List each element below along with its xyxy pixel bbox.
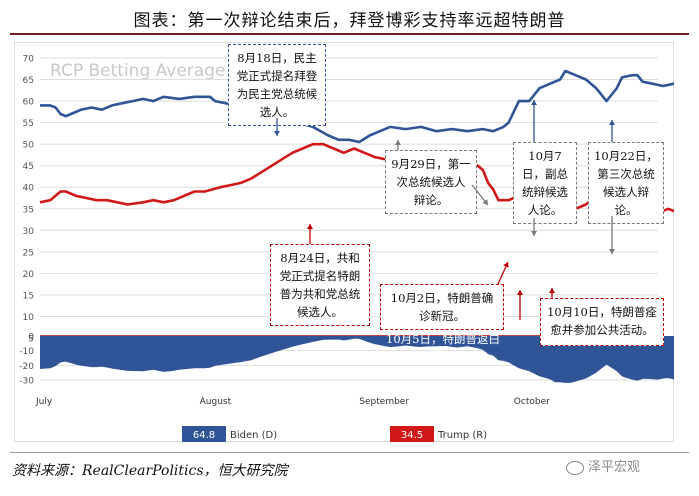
- y-tick-label: 40: [23, 184, 35, 194]
- y-tick-label: 0: [28, 333, 34, 343]
- watermark: 泽平宏观: [566, 456, 640, 475]
- y-tick-label: 35: [23, 205, 34, 215]
- y-tick-label: 20: [23, 270, 35, 280]
- legend-biden-value: 64.8: [193, 430, 215, 441]
- chart-border: [14, 42, 674, 442]
- y-tick-label: 15: [23, 291, 34, 301]
- annotation-oct22: 10月22日，第三次总统候选人辩论。: [588, 142, 664, 224]
- chart-legend: 64.8 Biden (D) 34.5 Trump (R): [182, 426, 487, 442]
- page-title: 图表：第一次辩论结束后，拜登博彩支持率远超特朗普: [133, 11, 566, 31]
- annotation-oct7: 10月7日，副总统辩候选人论。: [513, 142, 577, 224]
- y-tick-label: 50: [23, 141, 35, 151]
- legend-biden-swatch: [182, 426, 226, 442]
- y-tick-label: 5: [28, 335, 34, 345]
- y-tick-label: -30: [19, 377, 34, 387]
- wechat-icon: [566, 460, 584, 475]
- annotation-aug18: 8月18日，民主党正式提名拜登为民主党总统候选人。: [228, 44, 326, 126]
- biden-line: [40, 69, 674, 144]
- annotation-aug24: 8月24日，共和党正式提名特朗普为共和党总统候选人。: [270, 244, 370, 326]
- annotation-oct10: 10月10日，特朗普痊愈并参加公共活动。: [540, 298, 664, 346]
- y-tick-label: -10: [19, 347, 34, 357]
- x-tick-label: October: [514, 397, 550, 407]
- y-tick-label: 30: [23, 227, 35, 237]
- chart-watermark-title: RCP Betting Average: [50, 61, 225, 81]
- y-tick-label: 70: [23, 55, 35, 65]
- x-tick-label: August: [200, 397, 232, 407]
- y-tick-label: 45: [23, 162, 34, 172]
- x-tick-label: July: [35, 397, 53, 407]
- source-note: 资料来源：RealClearPolitics，恒大研究院: [12, 463, 288, 479]
- y-tick-label: 65: [23, 76, 34, 86]
- y-tick-label: 55: [23, 119, 34, 129]
- y-tick-label: -20: [19, 362, 34, 372]
- y-tick-label: 25: [23, 248, 34, 258]
- annotation-oct2: 10月2日，特朗普确诊新冠。: [380, 284, 504, 330]
- spread-area: [40, 336, 674, 383]
- legend-trump-label: Trump (R): [437, 430, 487, 441]
- y-tick-label: 10: [23, 313, 35, 323]
- bottom-rule: [10, 452, 689, 453]
- legend-trump-value: 34.5: [401, 430, 423, 441]
- y-tick-label: 60: [23, 98, 35, 108]
- x-tick-label: September: [359, 397, 409, 407]
- watermark-text: 泽平宏观: [588, 460, 641, 475]
- title-rule: [10, 33, 689, 35]
- annotation-sep29: 9月29日，第一次总统候选人辩论。: [385, 150, 477, 214]
- legend-trump-swatch: [390, 426, 434, 442]
- legend-biden-label: Biden (D): [230, 430, 277, 441]
- annotation-oct5: 10月5日，特朗普返白宫。: [386, 332, 500, 360]
- rcp-betting-chart: RCP Betting Average -30 -20 -10 05 10 15 20 25 30…: [14, 42, 674, 442]
